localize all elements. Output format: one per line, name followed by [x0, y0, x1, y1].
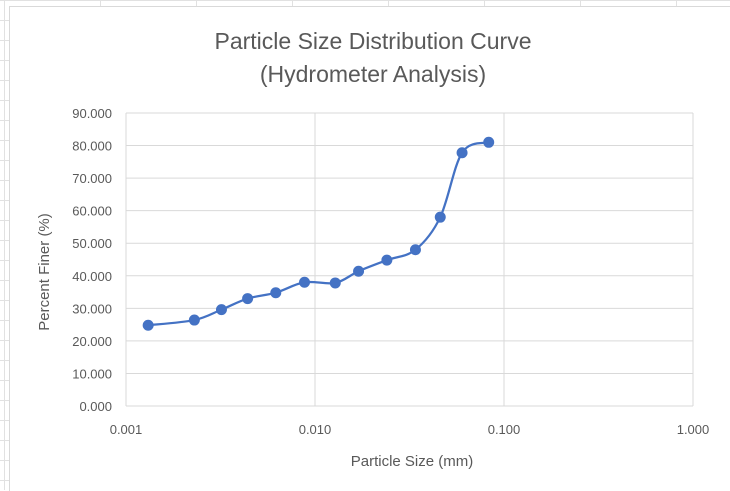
- data-point: [456, 147, 468, 159]
- data-point: [299, 276, 311, 288]
- gridlines: [125, 112, 694, 407]
- x-tick-label: 0.010: [299, 422, 332, 437]
- y-tick-label: 40.000: [72, 269, 112, 284]
- data-point: [142, 319, 154, 331]
- data-point: [188, 314, 200, 326]
- data-point: [381, 254, 393, 266]
- y-tick-label: 30.000: [72, 301, 112, 316]
- data-point: [409, 244, 421, 256]
- y-tick-label: 0.000: [79, 399, 112, 414]
- x-tick-label: 1.000: [677, 422, 710, 437]
- chart-area[interactable]: Particle Size Distribution Curve (Hydrom…: [9, 6, 730, 491]
- x-tick-label: 0.100: [488, 422, 521, 437]
- data-series: [142, 136, 495, 331]
- y-tick-label: 60.000: [72, 204, 112, 219]
- chart-svg: Particle Size Distribution Curve (Hydrom…: [36, 28, 709, 470]
- data-point: [329, 277, 341, 289]
- chart-title-line-2: (Hydrometer Analysis): [260, 61, 486, 87]
- x-axis-title: Particle Size (mm): [351, 453, 474, 470]
- y-tick-label: 50.000: [72, 236, 112, 251]
- data-point: [270, 287, 282, 299]
- data-point: [353, 265, 365, 277]
- y-tick-label: 70.000: [72, 171, 112, 186]
- y-tick-label: 90.000: [72, 106, 112, 121]
- chart-title-line-1: Particle Size Distribution Curve: [214, 28, 531, 54]
- data-point: [215, 304, 227, 316]
- series-line: [148, 141, 490, 327]
- y-tick-label: 80.000: [72, 139, 112, 154]
- y-tick-label: 20.000: [72, 334, 112, 349]
- tick-labels: 0.000 10.000 20.000 30.000 40.000 50.000 60.00…: [72, 106, 709, 437]
- y-tick-label: 10.000: [72, 366, 112, 381]
- data-point: [242, 293, 254, 305]
- data-point: [483, 136, 495, 148]
- x-tick-label: 0.001: [110, 422, 143, 437]
- y-axis-title: Percent Finer (%): [36, 213, 53, 331]
- data-point: [434, 211, 446, 223]
